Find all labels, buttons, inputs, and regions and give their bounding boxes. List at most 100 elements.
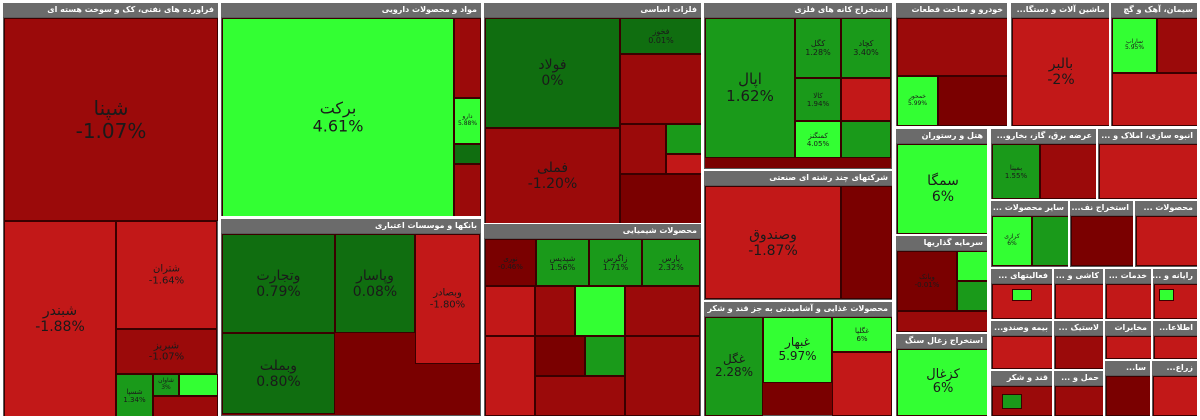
stock-tile[interactable]: خمحور 5.99%	[897, 76, 938, 126]
stock-tile[interactable]: بمپنا 1.55%	[992, 144, 1040, 199]
minor-stock-tile[interactable]	[1002, 394, 1022, 409]
minor-stock-tile[interactable]	[1106, 336, 1151, 359]
minor-stock-tile[interactable]	[841, 121, 891, 158]
stock-tile[interactable]: شبریز -1.07%	[116, 329, 217, 374]
stock-tile[interactable]: شسپا 1.34%	[116, 374, 153, 416]
minor-stock-tile[interactable]	[620, 54, 701, 124]
sector-block[interactable]: زراع...	[1151, 360, 1198, 417]
sector-block[interactable]: ماشین آلات و دستگا... بالبر -2%	[1010, 2, 1110, 127]
minor-stock-tile[interactable]	[1136, 216, 1197, 266]
stock-tile[interactable]: پارس 2.32%	[642, 239, 700, 286]
minor-stock-tile[interactable]	[1012, 289, 1032, 301]
stock-tile[interactable]: کالا 1.94%	[795, 78, 841, 121]
stock-tile[interactable]: کمنگنز 4.05%	[795, 121, 841, 158]
sector-block[interactable]: خدمات ...	[1104, 268, 1152, 320]
sector-block[interactable]: مخابرات	[1104, 320, 1152, 360]
sector-block[interactable]: انبوه سازی، املاک و ...	[1097, 128, 1198, 200]
stock-tile[interactable]: غبهار 5.97%	[763, 317, 832, 383]
sector-block[interactable]: فلزات اساسی فولاد 0% فملی -1.20% فخوز 0.01%	[483, 2, 702, 224]
stock-tile[interactable]: فخوز 0.01%	[620, 18, 701, 54]
sector-block[interactable]: هتل و رستوران سمگا 6%	[895, 128, 988, 235]
stock-tile[interactable]: دارو 5.88%	[454, 98, 481, 144]
sector-block[interactable]: عرضه برق، گاز، بخارو... بمپنا 1.55%	[990, 128, 1097, 200]
sector-block[interactable]: بانکها و موسسات اعتباری وتجارت 0.79% وبملت 0…	[220, 218, 482, 417]
stock-tile[interactable]: کزغال 6%	[897, 349, 987, 416]
stock-tile[interactable]: غگلپا 6%	[832, 317, 892, 352]
minor-stock-tile[interactable]	[1112, 73, 1197, 126]
minor-stock-tile[interactable]	[1099, 144, 1197, 199]
sector-block[interactable]: استخراج نف...	[1069, 200, 1134, 268]
minor-stock-tile[interactable]	[575, 286, 625, 336]
minor-stock-tile[interactable]	[1032, 216, 1068, 266]
minor-stock-tile[interactable]	[992, 336, 1052, 369]
minor-stock-tile[interactable]	[957, 251, 987, 281]
minor-stock-tile[interactable]	[454, 164, 481, 216]
sector-block[interactable]: کاشی و ...	[1053, 268, 1104, 320]
sector-block[interactable]: بیمه وصندو...	[990, 320, 1053, 370]
minor-stock-tile[interactable]	[992, 284, 1052, 319]
stock-tile[interactable]: شپدیس 1.56%	[536, 239, 589, 286]
stock-tile[interactable]: فولاد 0%	[485, 18, 620, 128]
stock-tile[interactable]: زاگرس 1.71%	[589, 239, 642, 286]
stock-tile[interactable]: وصندوق -1.87%	[705, 186, 841, 299]
minor-stock-tile[interactable]	[938, 76, 1007, 126]
stock-tile[interactable]: شبندر -1.88%	[4, 221, 116, 416]
minor-stock-tile[interactable]	[454, 144, 481, 164]
minor-stock-tile[interactable]	[1055, 336, 1103, 369]
sector-block[interactable]: قند و شکر	[990, 370, 1053, 417]
minor-stock-tile[interactable]	[897, 311, 987, 332]
sector-block[interactable]: سیمان، آهک و گچ ساراب 5.95%	[1110, 2, 1198, 127]
minor-stock-tile[interactable]	[841, 186, 892, 299]
stock-tile[interactable]: شپنا -1.07%	[4, 18, 218, 221]
minor-stock-tile[interactable]	[1154, 336, 1197, 359]
stock-tile[interactable]: وتجارت 0.79%	[222, 234, 335, 333]
stock-tile[interactable]: وبصادر -1.80%	[415, 234, 480, 364]
minor-stock-tile[interactable]	[485, 286, 535, 336]
minor-stock-tile[interactable]	[1055, 386, 1103, 416]
sector-block[interactable]: فراورده های نفتی، کک و سوخت هسته ای شپنا -…	[2, 2, 219, 417]
stock-tile[interactable]: ساراب 5.95%	[1112, 18, 1157, 73]
sector-block[interactable]: لاستیک ...	[1053, 320, 1104, 370]
minor-stock-tile[interactable]	[535, 336, 585, 376]
minor-stock-tile[interactable]	[832, 352, 892, 416]
minor-stock-tile[interactable]	[1071, 216, 1133, 266]
stock-tile[interactable]: کرازی 6%	[992, 216, 1032, 266]
minor-stock-tile[interactable]	[454, 18, 481, 98]
stock-tile[interactable]: فملی -1.20%	[485, 128, 620, 223]
minor-stock-tile[interactable]	[1153, 376, 1197, 416]
minor-stock-tile[interactable]	[535, 376, 625, 416]
sector-block[interactable]: محصولات شیمیایی نوری -0.46% شپدیس 1.56% زاگرس…	[483, 223, 702, 417]
minor-stock-tile[interactable]	[957, 281, 987, 311]
stock-tile[interactable]: وبانک -0.01%	[897, 251, 957, 311]
sector-block[interactable]: استخراج کانه های فلزی اپال 1.62% کچاد 3.40% ک…	[703, 2, 893, 170]
sector-block[interactable]: استخراج زغال سنگ کزغال 6%	[895, 333, 988, 417]
minor-stock-tile[interactable]	[485, 336, 535, 416]
stock-tile[interactable]: شاوان 3%	[153, 374, 179, 396]
minor-stock-tile[interactable]	[1157, 18, 1197, 73]
minor-stock-tile[interactable]	[535, 286, 575, 336]
sector-block[interactable]: سا...	[1104, 360, 1151, 417]
sector-block[interactable]: رایانه و ...	[1152, 268, 1198, 320]
sector-block[interactable]: سرمایه گذاریها وبانک -0.01%	[895, 235, 988, 333]
sector-block[interactable]: فعالیتهای ...	[990, 268, 1053, 320]
minor-stock-tile[interactable]	[1106, 284, 1151, 319]
sector-block[interactable]: محصولات ...	[1134, 200, 1198, 268]
sector-block[interactable]: اطلاعا...	[1152, 320, 1198, 360]
stock-tile[interactable]: غگل 2.28%	[705, 317, 763, 416]
minor-stock-tile[interactable]	[585, 336, 625, 376]
minor-stock-tile[interactable]	[666, 124, 701, 154]
stock-tile[interactable]: نوری -0.46%	[485, 239, 536, 286]
minor-stock-tile[interactable]	[625, 336, 700, 416]
sector-block[interactable]: حمل و ...	[1053, 370, 1104, 417]
minor-stock-tile[interactable]	[897, 18, 1007, 76]
minor-stock-tile[interactable]	[153, 396, 218, 416]
minor-stock-tile[interactable]	[1106, 376, 1150, 416]
minor-stock-tile[interactable]	[666, 154, 701, 174]
stock-tile[interactable]: کچاد 3.40%	[841, 18, 891, 78]
minor-stock-tile[interactable]	[1040, 144, 1096, 199]
minor-stock-tile[interactable]	[179, 374, 218, 396]
stock-tile[interactable]: سمگا 6%	[897, 144, 987, 234]
stock-tile[interactable]: برکت 4.61%	[222, 18, 454, 216]
stock-tile[interactable]: وپاسار 0.08%	[335, 234, 415, 333]
stock-tile[interactable]: اپال 1.62%	[705, 18, 795, 158]
